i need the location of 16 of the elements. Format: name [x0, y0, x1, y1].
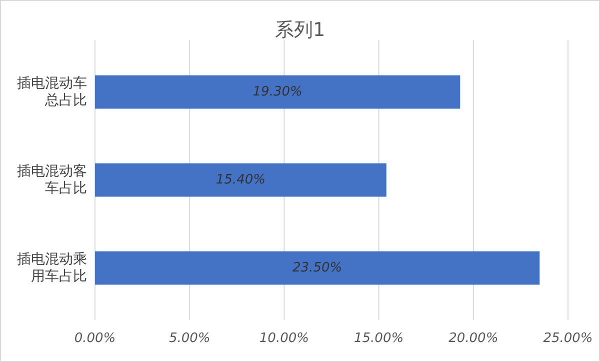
- bar: [95, 163, 386, 197]
- x-tick-label: 0.00%: [74, 331, 116, 346]
- data-label: 23.50%: [292, 260, 342, 276]
- x-tick-label: 10.00%: [259, 331, 309, 346]
- x-tick-label: 25.00%: [543, 331, 593, 346]
- x-tick-label: 20.00%: [448, 331, 498, 346]
- bar: [95, 75, 460, 109]
- x-tick-label: 15.00%: [354, 331, 404, 346]
- x-tick-label: 5.00%: [168, 331, 210, 346]
- y-tick-label: 插电混动客车占比: [17, 163, 87, 196]
- y-tick-label: 插电混动乘用车占比: [17, 251, 87, 284]
- data-label: 19.30%: [252, 84, 302, 100]
- bar: [95, 251, 540, 285]
- data-label: 15.40%: [216, 172, 266, 188]
- chart-title: 系列1: [274, 19, 326, 41]
- y-tick-label: 插电混动车总占比: [17, 75, 87, 108]
